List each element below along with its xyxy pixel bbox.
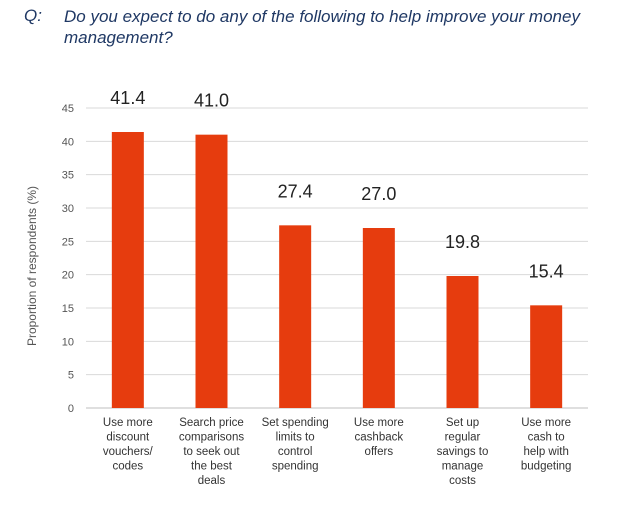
y-tick-label: 30 (62, 203, 74, 215)
category-label-line: cash to (528, 432, 565, 444)
bar (362, 228, 395, 408)
question-prefix: Q: (24, 6, 42, 25)
question-text: Do you expect to do any of the following… (64, 7, 580, 47)
y-tick-label: 15 (62, 303, 74, 315)
category-label-line: savings to (437, 446, 489, 458)
bar (530, 305, 563, 408)
category-label-line: Use more (354, 417, 404, 429)
category-label: Use more cashback offers (354, 417, 404, 458)
category-label-line: control (278, 446, 313, 458)
category-label-line: comparisons (179, 432, 244, 444)
category-label-line: spending (272, 461, 319, 473)
category-label-line: Search price (179, 417, 244, 429)
data-label: 41.0 (194, 91, 229, 111)
category-label-line: Set spending (262, 417, 329, 429)
category-label-line: limits to (276, 432, 315, 444)
category-label: Set spending limits to control spending (262, 417, 329, 473)
category-label-line: offers (365, 446, 394, 458)
category-label-line: manage (442, 461, 484, 473)
y-tick-label: 45 (62, 103, 74, 115)
data-label: 15.4 (529, 261, 564, 281)
bar (111, 132, 144, 408)
category-label-line: cashback (355, 432, 404, 444)
data-label: 19.8 (445, 232, 480, 252)
data-label: 27.4 (278, 181, 313, 201)
category-label-line: budgeting (521, 461, 572, 473)
category-label: Set up regular savings to manage costs (437, 417, 489, 487)
category-label-line: deals (198, 475, 226, 487)
category-label-line: regular (445, 432, 481, 444)
y-tick-label: 5 (68, 370, 74, 382)
y-tick-label: 25 (62, 236, 74, 248)
data-label: 27.0 (361, 184, 396, 204)
category-label-line: codes (112, 461, 143, 473)
y-tick-label: 20 (62, 270, 74, 282)
y-tick-label: 40 (62, 136, 74, 148)
category-label-line: Set up (446, 417, 479, 429)
category-label-line: Use more (521, 417, 571, 429)
category-label: Use more cash to help with budgeting (521, 417, 572, 473)
bar (279, 225, 312, 408)
category-label-line: help with (523, 446, 568, 458)
bar (446, 276, 479, 408)
category-label: Search price comparisons to seek out the be… (179, 417, 244, 487)
data-label: 41.4 (110, 88, 145, 108)
category-label-line: discount (106, 432, 150, 444)
y-axis-title: Proportion of respondents (%) (25, 186, 39, 346)
category-label-line: to seek out (183, 446, 240, 458)
y-tick-label: 10 (62, 336, 74, 348)
category-label-line: costs (449, 475, 476, 487)
y-tick-label: 35 (62, 170, 74, 182)
category-label-line: Use more (103, 417, 153, 429)
category-label-line: the best (191, 461, 233, 473)
bar (195, 134, 228, 408)
y-tick-label: 0 (68, 403, 74, 415)
category-label: Use more discount vouchers/codes (103, 417, 154, 473)
category-label-line: vouchers/ (103, 446, 154, 458)
